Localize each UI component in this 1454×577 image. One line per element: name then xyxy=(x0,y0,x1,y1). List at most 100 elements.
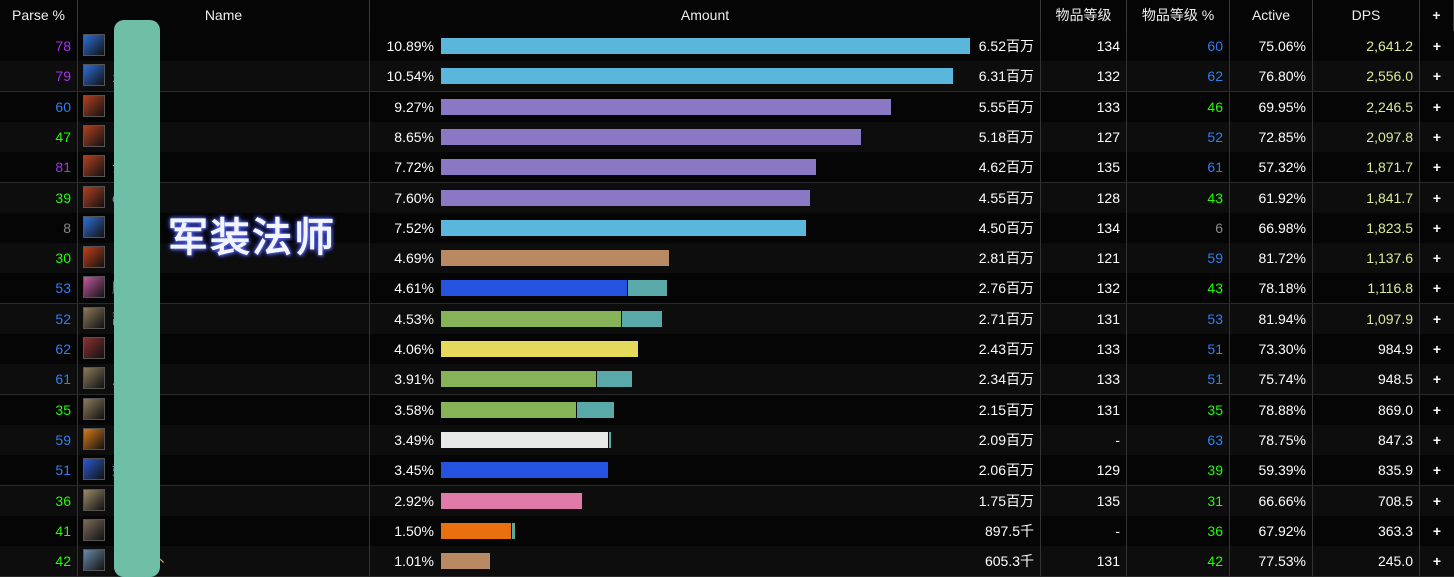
expand-button[interactable]: + xyxy=(1432,522,1442,539)
table-row[interactable]: 60 9.27% 5.55百万 133 46 69.95% 2,246.5 + xyxy=(0,91,1454,123)
player-name-cell[interactable] xyxy=(78,515,370,546)
item-level-percent: 62 xyxy=(1127,61,1230,92)
table-row[interactable]: 8 7.52% 4.50百万 134 6 66.98% 1,823.5 + xyxy=(0,212,1454,244)
expand-button[interactable]: + xyxy=(1432,280,1442,297)
amount-cell: 3.91% 2.34百万 xyxy=(370,364,1041,395)
amount-percent: 4.53% xyxy=(394,310,434,327)
paladin-icon xyxy=(83,488,105,511)
player-name-cell[interactable] xyxy=(78,424,370,455)
header-active[interactable]: Active xyxy=(1230,0,1313,31)
item-level-percent: 39 xyxy=(1127,455,1230,486)
amount-value: 2.43百万 xyxy=(978,341,1034,357)
expand-button[interactable]: + xyxy=(1432,189,1442,206)
dps-value: 984.9 xyxy=(1313,334,1420,364)
expand-button[interactable]: + xyxy=(1432,371,1442,388)
parse-percent: 41 xyxy=(0,515,78,546)
amount-bar-secondary xyxy=(627,280,667,297)
amount-percent: 3.45% xyxy=(394,462,434,479)
expand-button[interactable]: + xyxy=(1432,431,1442,448)
dps-value: 1,871.7 xyxy=(1313,152,1420,183)
header-amount[interactable]: Amount xyxy=(370,0,1041,31)
player-name-cell[interactable] xyxy=(78,121,370,152)
expand-button[interactable]: + xyxy=(1432,250,1442,267)
amount-percent: 10.54% xyxy=(386,68,434,85)
amount-value: 2.15百万 xyxy=(978,401,1034,418)
table-row[interactable]: 35 3.58% 2.15百万 131 35 78.88% 869.0 + xyxy=(0,394,1454,426)
expand-button[interactable]: + xyxy=(1432,553,1442,570)
amount-percent: 3.49% xyxy=(394,431,434,448)
parse-percent: 30 xyxy=(0,243,78,274)
header-parse[interactable]: Parse % xyxy=(0,0,78,31)
frost-icon xyxy=(83,34,105,56)
expand-button[interactable]: + xyxy=(1432,492,1442,509)
shaman-icon xyxy=(83,458,105,481)
player-name-cell[interactable] xyxy=(78,394,370,425)
item-level-percent: 6 xyxy=(1127,212,1230,243)
table-row[interactable]: 47 8.65% 5.18百万 127 52 72.85% 2,097.8 + xyxy=(0,121,1454,153)
item-level-percent: 59 xyxy=(1127,243,1230,274)
amount-cell: 7.60% 4.55百万 xyxy=(370,182,1041,213)
header-plus[interactable]: + xyxy=(1420,0,1454,31)
parse-percent: 81 xyxy=(0,152,78,183)
table-row[interactable]: 78 10.89% 6.52百万 134 60 75.06% 2,641.2 + xyxy=(0,31,1454,62)
table-row[interactable]: 41 1.50% 897.5千 -36 67.92% 363.3 + xyxy=(0,515,1454,547)
amount-percent: 10.89% xyxy=(386,38,434,54)
parse-percent: 36 xyxy=(0,485,78,516)
expand-button[interactable]: + xyxy=(1432,219,1442,236)
amount-bar xyxy=(441,189,810,206)
parse-percent: 79 xyxy=(0,61,78,92)
amount-bar xyxy=(441,553,491,570)
table-row[interactable]: 36 2.92% 1.75百万 135 31 66.66% 708.5 + xyxy=(0,485,1454,517)
item-level: 135 xyxy=(1041,152,1127,183)
expand-button[interactable]: + xyxy=(1432,98,1442,115)
amount-cell: 9.27% 5.55百万 xyxy=(370,91,1041,122)
header-ilvl-pct[interactable]: 物品等级 % xyxy=(1127,0,1230,31)
amount-percent: 7.72% xyxy=(394,159,434,176)
header-ilvl[interactable]: 物品等级 xyxy=(1041,0,1127,31)
active-percent: 77.53% xyxy=(1230,546,1313,577)
priest-icon xyxy=(83,427,105,450)
expand-button[interactable]: + xyxy=(1432,341,1442,357)
amount-cell: 4.06% 2.43百万 xyxy=(370,334,1041,364)
header-dps[interactable]: DPS xyxy=(1313,0,1420,31)
parse-percent: 53 xyxy=(0,273,78,304)
item-level-percent: 52 xyxy=(1127,121,1230,152)
expand-button[interactable]: + xyxy=(1432,38,1442,54)
amount-bar xyxy=(441,38,970,54)
amount-value: 2.09百万 xyxy=(978,431,1034,448)
player-name-cell[interactable] xyxy=(78,212,370,243)
player-name-cell[interactable] xyxy=(78,31,370,61)
expand-button[interactable]: + xyxy=(1432,462,1442,479)
parse-percent: 59 xyxy=(0,424,78,455)
player-name-cell[interactable] xyxy=(78,91,370,122)
player-name-cell[interactable] xyxy=(78,485,370,516)
expand-button[interactable]: + xyxy=(1432,310,1442,327)
player-name-cell[interactable] xyxy=(78,243,370,274)
header-name[interactable]: Name xyxy=(78,0,370,31)
item-level: 131 xyxy=(1041,303,1127,334)
expand-button[interactable]: + xyxy=(1432,68,1442,85)
expand-button[interactable]: + xyxy=(1432,128,1442,145)
amount-value: 2.71百万 xyxy=(978,310,1034,327)
amount-bar xyxy=(441,219,806,236)
item-level-percent: 35 xyxy=(1127,394,1230,425)
expand-button[interactable]: + xyxy=(1432,159,1442,176)
expand-button[interactable]: + xyxy=(1432,401,1442,418)
player-name-cell[interactable] xyxy=(78,334,370,364)
active-percent: 69.95% xyxy=(1230,91,1313,122)
active-percent: 61.92% xyxy=(1230,182,1313,213)
table-row[interactable]: 62 4.06% 2.43百万 133 51 73.30% 984.9 + xyxy=(0,334,1454,365)
parse-percent: 52 xyxy=(0,303,78,334)
table-row[interactable]: 59 3.49% 2.09百万 -63 78.75% 847.3 + xyxy=(0,424,1454,456)
dps-value: 245.0 xyxy=(1313,546,1420,577)
amount-value: 5.55百万 xyxy=(978,98,1034,115)
amount-percent: 2.92% xyxy=(394,492,434,509)
